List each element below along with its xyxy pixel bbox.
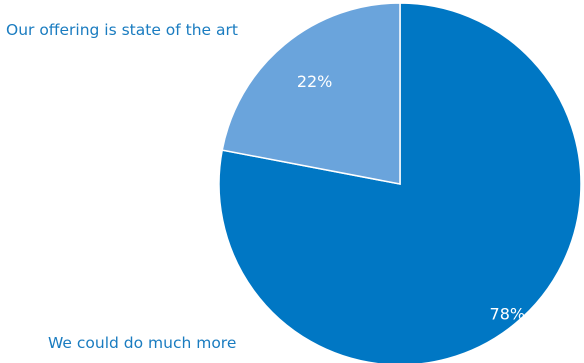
- pie-slice-we-could-do-much-more: [218, 2, 582, 363]
- data-label-our-offering: 22%: [297, 72, 333, 91]
- pie-slice-our-offering-is-state-of-the-art: [221, 2, 401, 185]
- category-label-our-offering: Our offering is state of the art: [6, 21, 238, 39]
- pie-slices: [218, 2, 582, 363]
- category-label-we-could-do-much-more: We could do much more: [48, 334, 237, 352]
- data-label-we-could-do-much-more: 78%: [490, 305, 526, 324]
